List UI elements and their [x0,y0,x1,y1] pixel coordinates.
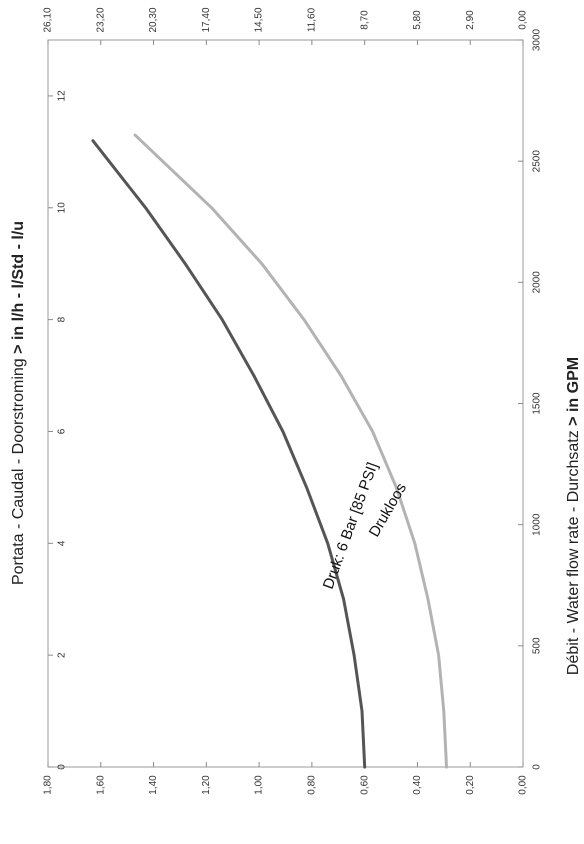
bottom-axis-title-plain: Portata - Caudal - Doorstroming [10,354,27,585]
left-tick-label: 1,40 [148,775,159,795]
series-layer [91,133,448,769]
right-tick-label: 20,30 [148,7,159,32]
bottom-tick-label: 6 [57,428,68,434]
right-tick-label: 14,50 [254,7,265,32]
top-tick-label: 0 [532,764,543,770]
top-tick-label: 1500 [532,392,543,415]
left-tick-label: 0,40 [412,775,423,795]
left-axis-ticks: 0,00 0,20 0,40 0,60 0,80 1,00 1,20 1,40 1,60 1,80 [43,762,529,795]
bottom-tick-label: 12 [57,90,68,102]
right-tick-label: 2,90 [465,10,476,30]
left-tick-label: 1,00 [254,775,265,795]
left-tick-label: 0,20 [465,775,476,795]
plot-frame [47,39,524,768]
top-axis-title-plain: Débit - Water flow rate - Durchsatz [565,426,582,675]
left-tick-label: 0,80 [307,775,318,795]
series-line-1 [133,133,448,769]
right-tick-label: 26,10 [43,7,54,32]
bottom-tick-label: 10 [57,202,68,214]
top-tick-label: 2500 [532,150,543,173]
top-tick-label: 500 [532,637,543,654]
left-tick-label: 1,80 [43,775,54,795]
left-tick-label: 0,60 [359,775,370,795]
bottom-tick-label: 4 [57,540,68,546]
top-tick-label: 2000 [532,271,543,294]
left-tick-label: 0,00 [518,775,529,795]
right-tick-label: 5,80 [412,10,423,30]
top-axis-title-bold: > in GPM [565,357,582,426]
top-axis-title: Débit - Water flow rate - Durchsatz > in… [565,357,582,675]
left-tick-label: 1,60 [95,775,106,795]
top-axis-ticks: 0 500 1000 1500 2000 2500 3000 [518,28,543,770]
right-tick-label: 23,20 [95,7,106,32]
left-tick-label: 1,20 [201,775,212,795]
bottom-axis-title-bold: > in l/h - l/Std - l/u [10,221,27,354]
bottom-tick-label: 8 [57,316,68,322]
series-line-0 [91,139,367,769]
bottom-tick-label: 0 [57,764,68,770]
right-tick-label: 0,00 [518,10,529,30]
right-tick-label: 8,70 [359,10,370,30]
bottom-axis-ticks: 0 2 4 6 8 10 12 [48,90,68,770]
right-axis-ticks: 0,00 2,90 5,80 8,70 11,60 14,50 17,40 20,30 23,2… [43,7,529,45]
bottom-axis-title: Portata - Caudal - Doorstroming > in l/h… [10,221,27,585]
right-tick-label: 17,40 [201,7,212,32]
right-tick-label: 11,60 [307,7,318,32]
top-tick-label: 1000 [532,513,543,536]
top-tick-label: 3000 [532,28,543,51]
bottom-tick-label: 2 [57,652,68,658]
